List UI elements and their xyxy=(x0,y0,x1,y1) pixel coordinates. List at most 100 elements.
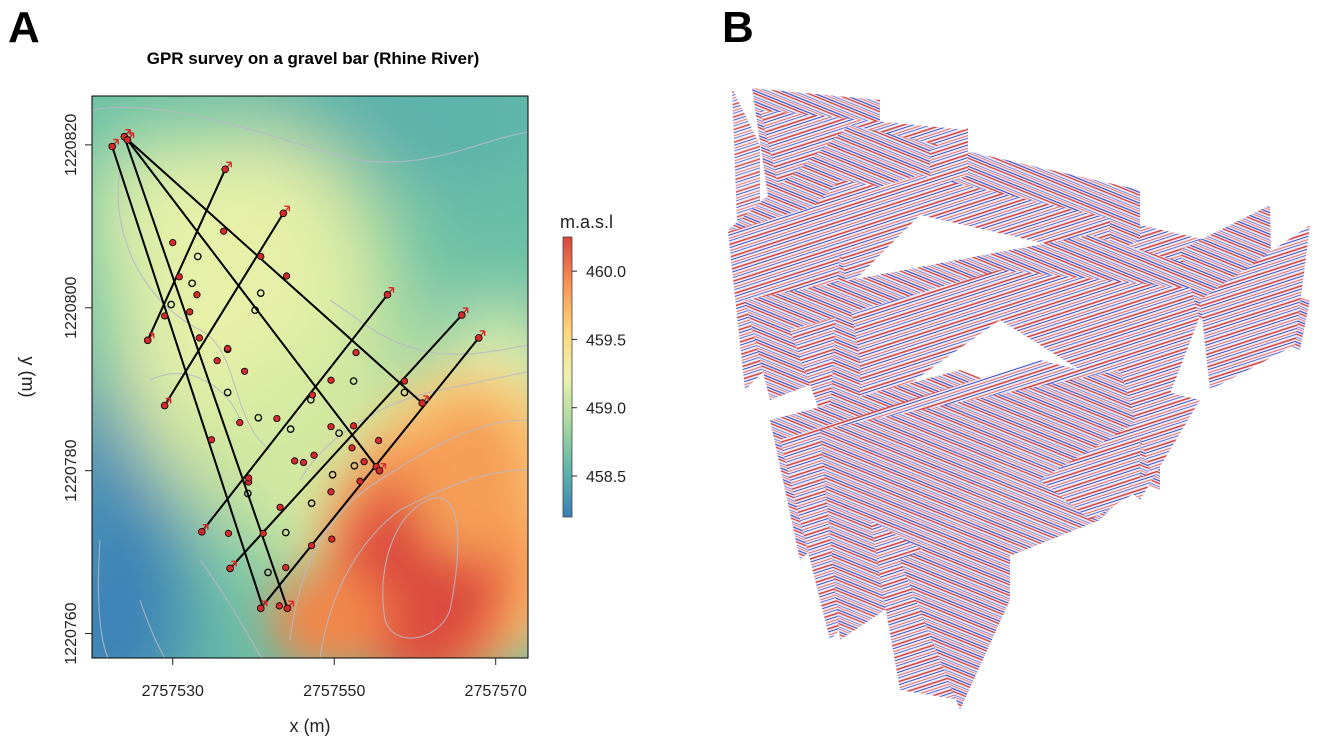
line-endpoint xyxy=(143,336,152,345)
gpr-panel xyxy=(1040,420,1140,520)
survey-marker xyxy=(224,529,233,537)
survey-marker xyxy=(308,391,317,399)
line-endpoint xyxy=(283,604,292,613)
survey-marker xyxy=(220,227,228,235)
junction-marker xyxy=(167,300,175,309)
gpr-fence-diagram xyxy=(728,88,1310,710)
line-endpoint xyxy=(198,527,206,536)
y-tick-label: 1220780 xyxy=(63,439,80,501)
junction-marker xyxy=(400,388,409,397)
junction-marker xyxy=(243,489,252,498)
gpr-panel xyxy=(930,128,968,190)
survey-line xyxy=(229,314,463,570)
y-axis-label: y (m) xyxy=(18,357,38,398)
x-axis-label: x (m) xyxy=(290,716,331,736)
survey-marker xyxy=(207,436,216,444)
survey-line xyxy=(146,168,227,341)
junction-marker xyxy=(335,429,343,438)
survey-marker xyxy=(327,488,335,496)
junction-marker xyxy=(307,499,316,508)
survey-marker xyxy=(282,563,290,572)
line-endpoint xyxy=(375,466,384,475)
junction-marker xyxy=(256,289,265,297)
survey-marker xyxy=(241,367,249,375)
survey-line xyxy=(123,136,289,609)
line-endpoint xyxy=(418,399,427,407)
survey-marker xyxy=(349,422,358,430)
y-tick-label: 1220820 xyxy=(63,114,80,176)
survey-marker xyxy=(352,348,360,357)
survey-line xyxy=(259,337,480,609)
survey-marker xyxy=(375,436,383,445)
line-endpoint xyxy=(457,311,466,319)
survey-marker xyxy=(257,252,265,261)
contour-lines xyxy=(92,106,528,658)
gpr-panel xyxy=(745,235,1310,400)
survey-marker xyxy=(291,457,299,465)
colorbar xyxy=(562,236,573,518)
survey-marker xyxy=(360,458,368,466)
colorbar-ticks: 460.0 459.5 459.0 458.5 xyxy=(572,264,626,486)
gpr-panel xyxy=(1200,225,1310,390)
survey-marker xyxy=(224,344,232,353)
x-axis: 2757530 2757550 2757570 xyxy=(142,658,527,700)
survey-marker xyxy=(328,535,336,543)
junction-marker xyxy=(251,306,259,315)
survey-marker xyxy=(327,376,335,384)
junction-marker xyxy=(223,388,232,397)
line-endpoint xyxy=(383,290,392,299)
colorbar-tick-label: 460.0 xyxy=(586,264,626,281)
survey-marker xyxy=(236,419,244,427)
gpr-panel xyxy=(1110,190,1140,255)
line-endpoint xyxy=(160,401,169,410)
survey-line xyxy=(163,212,285,407)
junction-marker xyxy=(286,425,295,433)
colorbar-tick-label: 459.0 xyxy=(586,401,626,418)
survey-marker xyxy=(195,334,203,342)
survey-marker xyxy=(348,444,356,452)
survey-marker xyxy=(275,602,283,610)
junction-marker xyxy=(254,413,263,422)
colorbar-tick-label: 459.5 xyxy=(586,332,626,349)
gpr-panel xyxy=(790,270,1210,440)
panel-letter-a: A xyxy=(8,3,40,52)
y-tick-label: 1220800 xyxy=(63,277,80,339)
survey-marker xyxy=(299,458,308,467)
x-tick-label: 2757570 xyxy=(465,683,527,700)
x-tick-label: 2757550 xyxy=(303,683,365,700)
line-endpoint xyxy=(256,604,265,613)
survey-marker xyxy=(276,503,284,511)
survey-points xyxy=(108,129,486,613)
survey-marker xyxy=(193,291,201,299)
survey-marker xyxy=(213,357,221,365)
colorbar-title: m.a.s.l xyxy=(560,212,613,232)
survey-marker xyxy=(273,414,281,423)
survey-marker xyxy=(175,273,183,281)
survey-marker xyxy=(169,239,177,247)
survey-marker xyxy=(310,451,318,459)
line-endpoint xyxy=(108,142,116,151)
line-endpoint xyxy=(279,209,288,218)
junction-marker xyxy=(349,377,358,385)
survey-marker xyxy=(282,272,291,280)
line-endpoint xyxy=(123,136,132,144)
survey-marker xyxy=(400,377,409,385)
panel-letter-b: B xyxy=(722,3,754,52)
survey-line xyxy=(201,294,389,533)
junction-marker xyxy=(350,461,359,470)
survey-marker xyxy=(245,474,253,482)
survey-lines xyxy=(111,135,480,609)
gpr-panel xyxy=(830,250,860,410)
junction-marker xyxy=(264,568,272,577)
survey-marker xyxy=(186,308,194,316)
line-endpoint xyxy=(221,165,230,174)
survey-line xyxy=(123,135,423,404)
survey-line xyxy=(111,146,265,609)
y-axis: 1220760 1220780 1220800 1220820 xyxy=(63,114,92,665)
junction-marker xyxy=(193,252,202,261)
gpr-panel xyxy=(900,510,1010,710)
junction-marker xyxy=(328,470,337,479)
line-endpoint xyxy=(474,334,483,342)
line-endpoint xyxy=(226,564,234,573)
